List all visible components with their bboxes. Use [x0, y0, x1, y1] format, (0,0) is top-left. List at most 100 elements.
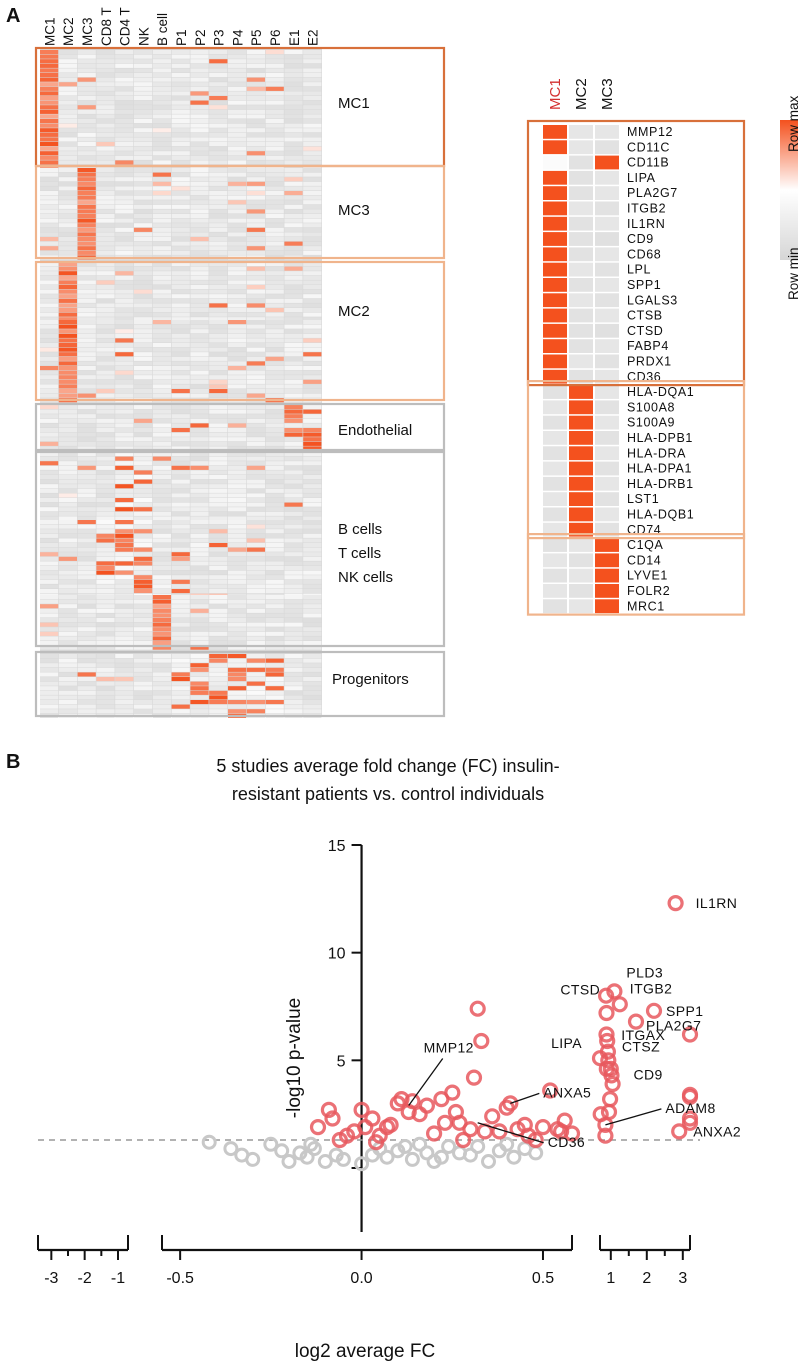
left-heat-cell — [190, 636, 209, 641]
left-heat-cell — [246, 552, 265, 557]
left-heat-cell — [171, 375, 190, 380]
left-heat-cell — [246, 232, 265, 237]
left-heat-cell — [209, 356, 228, 361]
left-heat-cell — [77, 520, 96, 525]
left-heat-cell — [77, 418, 96, 423]
left-heat-cell — [190, 618, 209, 623]
left-heat-cell — [265, 91, 284, 96]
left-heat-cell — [152, 379, 171, 384]
left-heat-cell — [303, 317, 322, 322]
left-heat-cell — [152, 566, 171, 571]
left-heat-cell — [152, 663, 171, 668]
left-heat-cell — [246, 677, 265, 682]
left-heat-cell — [171, 177, 190, 182]
left-heat-cell — [246, 654, 265, 659]
left-heat-cell — [190, 280, 209, 285]
left-heat-cell — [134, 109, 153, 114]
significant-point — [671, 1123, 688, 1140]
left-heat-cell — [246, 227, 265, 232]
left-heat-cell — [77, 132, 96, 137]
left-heat-cell — [228, 589, 247, 594]
left-heat-cell — [77, 704, 96, 709]
left-heat-cell — [190, 59, 209, 64]
point-label: PLA2G7 — [646, 1018, 701, 1034]
left-heat-cell — [228, 308, 247, 313]
left-heat-cell — [115, 631, 134, 636]
gene-label: IL1RN — [627, 217, 665, 231]
left-heat-cell — [134, 704, 153, 709]
left-heat-cell — [96, 50, 115, 55]
left-heat-cell — [115, 533, 134, 538]
left-heat-cell — [303, 356, 322, 361]
left-heat-cell — [284, 96, 303, 101]
left-heat-cell — [134, 289, 153, 294]
left-heat-cell — [303, 502, 322, 507]
left-heat-cell — [246, 524, 265, 529]
left-heat-cell — [171, 631, 190, 636]
left-heat-cell — [171, 579, 190, 584]
left-heat-cell — [40, 333, 59, 338]
left-heat-cell — [115, 218, 134, 223]
left-heat-cell — [284, 690, 303, 695]
left-heat-cell — [265, 237, 284, 242]
right-col-label: MC3 — [599, 78, 616, 110]
left-heat-cell — [284, 502, 303, 507]
left-heat-cell — [58, 338, 77, 343]
left-heat-cell — [228, 432, 247, 437]
left-heat-cell — [58, 151, 77, 156]
left-heat-cell — [96, 73, 115, 78]
left-heat-cell — [265, 423, 284, 428]
left-heat-cell — [152, 686, 171, 691]
left-heat-cell — [303, 709, 322, 714]
right-heat-cell — [595, 293, 619, 308]
right-heat-cell — [543, 599, 567, 614]
left-heat-cell — [171, 241, 190, 246]
left-heat-cell — [246, 266, 265, 271]
left-heat-cell — [209, 151, 228, 156]
left-heat-cell — [246, 82, 265, 87]
left-heat-cell — [152, 409, 171, 414]
right-heat-cell — [543, 400, 567, 415]
left-heat-cell — [152, 361, 171, 366]
gene-label: PRDX1 — [627, 355, 672, 369]
left-heat-cell — [246, 414, 265, 419]
left-heat-cell — [152, 470, 171, 475]
left-heat-cell — [152, 418, 171, 423]
left-heat-cell — [40, 418, 59, 423]
left-heat-cell — [228, 347, 247, 352]
left-heat-cell — [96, 502, 115, 507]
left-heat-cell — [152, 604, 171, 609]
left-heat-cell — [265, 82, 284, 87]
left-heat-cell — [265, 100, 284, 105]
left-heat-cell — [190, 155, 209, 160]
left-heat-cell — [152, 414, 171, 419]
left-heat-cell — [246, 604, 265, 609]
left-heat-cell — [303, 54, 322, 59]
left-heat-cell — [96, 195, 115, 200]
left-heat-cell — [265, 561, 284, 566]
left-heat-cell — [58, 520, 77, 525]
left-heat-cell — [77, 667, 96, 672]
left-heat-cell — [115, 59, 134, 64]
left-heat-cell — [58, 82, 77, 87]
left-heat-cell — [96, 59, 115, 64]
left-heat-cell — [265, 123, 284, 128]
left-heat-cell — [115, 681, 134, 686]
left-heat-cell — [58, 709, 77, 714]
left-heat-cell — [209, 237, 228, 242]
left-heat-cell — [265, 312, 284, 317]
left-heat-cell — [171, 502, 190, 507]
left-heat-cell — [284, 308, 303, 313]
left-heat-cell — [190, 333, 209, 338]
left-heat-cell — [58, 663, 77, 668]
left-heat-cell — [303, 389, 322, 394]
left-heat-cell — [303, 479, 322, 484]
left-col-label: P6 — [268, 29, 283, 46]
left-heat-cell — [134, 604, 153, 609]
left-heat-cell — [152, 82, 171, 87]
left-heat-cell — [96, 552, 115, 557]
left-heat-cell — [171, 100, 190, 105]
significant-point — [602, 1060, 619, 1078]
left-heat-cell — [40, 338, 59, 343]
left-heat-cell — [190, 641, 209, 646]
